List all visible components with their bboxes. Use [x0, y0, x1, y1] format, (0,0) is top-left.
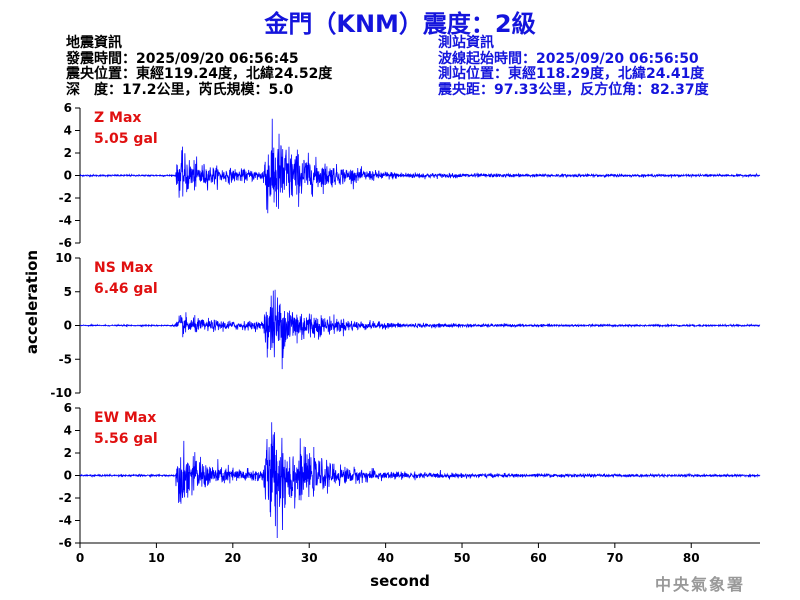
station-info-heading: 測站資訊	[438, 35, 494, 51]
x-tick-label: 10	[148, 551, 165, 565]
epicentral-distance: 震央距：97.33公里，反方位角：82.37度	[438, 81, 709, 98]
x-axis-label: second	[370, 572, 430, 590]
y-tick-label-1: -10	[50, 386, 72, 400]
epicenter-location: 震央位置：東經119.24度，北緯24.52度	[66, 66, 333, 82]
y-tick-label-2: 6	[64, 401, 72, 415]
agency-credit: 中央氣象署	[655, 575, 746, 594]
y-tick-label-2: -6	[59, 536, 72, 550]
peak-value-0: 5.05 gal	[94, 131, 158, 147]
x-tick-label: 50	[454, 551, 471, 565]
earthquake-info-heading: 地震資訊	[66, 35, 122, 51]
x-tick-label: 30	[301, 551, 318, 565]
origin-time: 發震時間：2025/09/20 06:56:45	[66, 50, 299, 67]
station-info: 測站資訊 波線起始時間：2025/09/20 06:56:50 測站位置：東經1…	[438, 35, 709, 98]
waveform-trace-0	[79, 118, 761, 214]
x-tick-label: 60	[530, 551, 547, 565]
x-tick-label: 40	[377, 551, 394, 565]
y-tick-label-2: -2	[59, 491, 72, 505]
y-tick-label-2: 2	[64, 446, 72, 460]
peak-value-1: 6.46 gal	[94, 281, 158, 297]
station-location: 測站位置：東經118.29度，北緯24.41度	[438, 66, 705, 82]
y-tick-label-0: 4	[64, 124, 72, 138]
y-tick-label-1: 5	[64, 285, 72, 299]
y-tick-label-2: 0	[64, 469, 72, 483]
y-tick-label-1: 10	[55, 251, 72, 265]
x-tick-label: 20	[224, 551, 241, 565]
depth-magnitude: 深 度：17.2公里，芮氏規模：5.0	[66, 81, 294, 98]
y-tick-label-0: -6	[59, 236, 72, 250]
x-tick-label: 80	[683, 551, 700, 565]
y-tick-label-1: -5	[59, 352, 72, 366]
peak-name-0: Z Max	[94, 110, 141, 126]
peak-value-2: 5.56 gal	[94, 431, 158, 447]
y-tick-label-0: 0	[64, 169, 72, 183]
y-tick-label-2: 4	[64, 424, 72, 438]
y-tick-label-0: 6	[64, 101, 72, 115]
y-tick-label-2: -4	[59, 514, 72, 528]
x-tick-label: 0	[76, 551, 84, 565]
x-tick-label: 70	[606, 551, 623, 565]
waveform-trace-1	[79, 289, 761, 370]
peak-name-1: NS Max	[94, 260, 153, 276]
chart-title: 金門（KNM）震度：2級	[264, 10, 536, 38]
y-tick-label-1: 0	[64, 319, 72, 333]
y-tick-label-0: -4	[59, 214, 72, 228]
waveform-trace-2	[79, 422, 761, 539]
waveform-start-time: 波線起始時間：2025/09/20 06:56:50	[438, 50, 699, 67]
y-axis-label: acceleration	[23, 250, 41, 354]
y-tick-label-0: 2	[64, 146, 72, 160]
y-tick-label-0: -2	[59, 191, 72, 205]
earthquake-info: 地震資訊 發震時間：2025/09/20 06:56:45 震央位置：東經119…	[66, 35, 333, 98]
peak-name-2: EW Max	[94, 410, 156, 426]
